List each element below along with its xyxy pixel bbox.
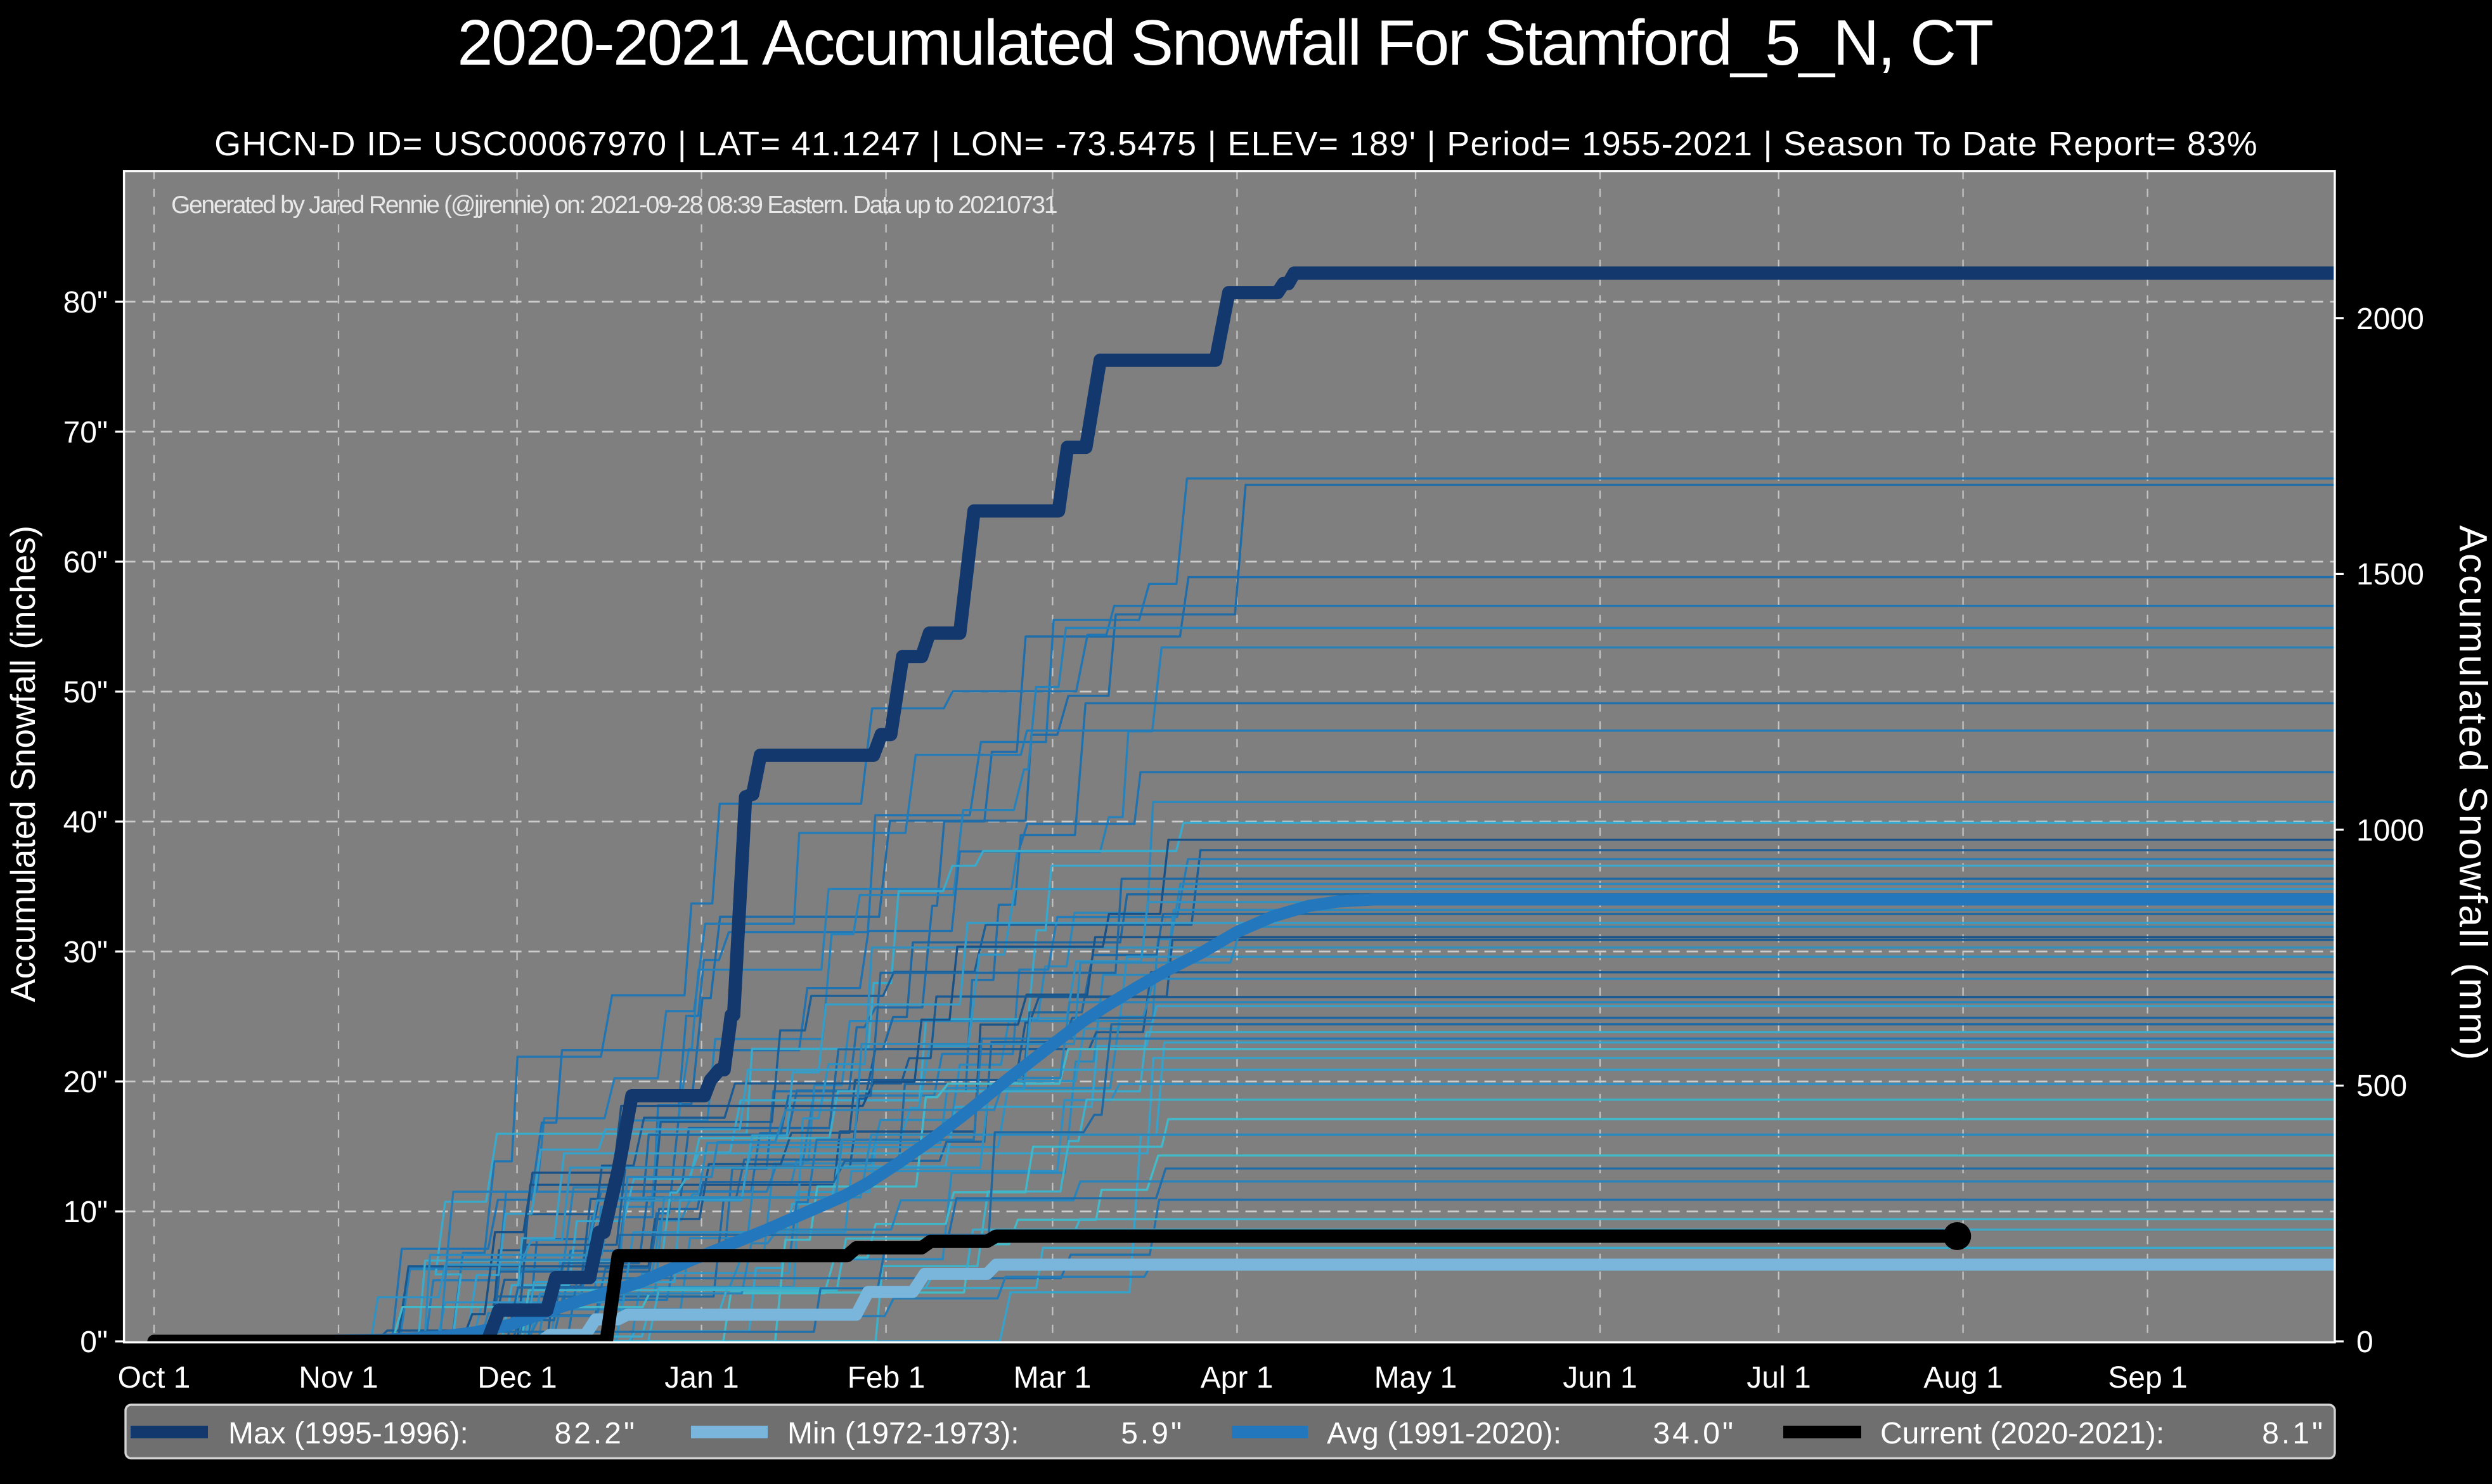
svg-text:GHCN-D ID= USC00067970 | LAT=: GHCN-D ID= USC00067970 | LAT= 41.1247 | … bbox=[214, 125, 2258, 163]
svg-text:Jul 1: Jul 1 bbox=[1746, 1361, 1811, 1395]
svg-text:Accumulated Snowfall (mm): Accumulated Snowfall (mm) bbox=[2451, 526, 2492, 1062]
svg-text:34.0": 34.0" bbox=[1653, 1417, 1736, 1450]
svg-text:Nov 1: Nov 1 bbox=[299, 1361, 378, 1395]
svg-text:1000: 1000 bbox=[2356, 814, 2424, 848]
svg-text:20": 20" bbox=[63, 1066, 108, 1099]
svg-text:Jan 1: Jan 1 bbox=[664, 1361, 739, 1395]
svg-text:Sep 1: Sep 1 bbox=[2108, 1361, 2187, 1395]
svg-text:60": 60" bbox=[63, 546, 108, 579]
svg-text:0": 0" bbox=[80, 1326, 108, 1359]
svg-text:Aug 1: Aug 1 bbox=[1923, 1361, 2003, 1395]
svg-text:Max (1995-1996):: Max (1995-1996): bbox=[228, 1417, 468, 1450]
svg-text:Min (1972-1973):: Min (1972-1973): bbox=[787, 1417, 1019, 1450]
svg-text:Apr 1: Apr 1 bbox=[1201, 1361, 1274, 1395]
svg-text:500: 500 bbox=[2356, 1069, 2407, 1103]
svg-text:Dec 1: Dec 1 bbox=[477, 1361, 557, 1395]
svg-text:70": 70" bbox=[63, 416, 108, 449]
svg-text:Current (2020-2021):: Current (2020-2021): bbox=[1880, 1417, 2164, 1450]
svg-text:8.1": 8.1" bbox=[2262, 1417, 2325, 1450]
svg-text:80": 80" bbox=[63, 286, 108, 319]
svg-text:Accumulated Snowfall (inches): Accumulated Snowfall (inches) bbox=[3, 526, 42, 1002]
svg-text:0: 0 bbox=[2356, 1326, 2373, 1359]
svg-text:2020-2021 Accumulated Snowfall: 2020-2021 Accumulated Snowfall For Stamf… bbox=[457, 8, 1992, 79]
svg-text:50": 50" bbox=[63, 676, 108, 709]
svg-text:Feb 1: Feb 1 bbox=[848, 1361, 926, 1395]
svg-text:30": 30" bbox=[63, 936, 108, 969]
svg-text:10": 10" bbox=[63, 1196, 108, 1229]
svg-text:Generated by Jared Rennie (@jj: Generated by Jared Rennie (@jjrennie) on… bbox=[171, 191, 1057, 219]
svg-text:5.9": 5.9" bbox=[1121, 1417, 1184, 1450]
svg-text:Oct 1: Oct 1 bbox=[118, 1361, 191, 1395]
svg-text:82.2": 82.2" bbox=[555, 1417, 637, 1450]
svg-text:Jun 1: Jun 1 bbox=[1563, 1361, 1637, 1395]
svg-text:May 1: May 1 bbox=[1374, 1361, 1457, 1395]
svg-text:2000: 2000 bbox=[2356, 302, 2424, 336]
svg-text:Mar 1: Mar 1 bbox=[1014, 1361, 1092, 1395]
svg-text:40": 40" bbox=[63, 806, 108, 839]
svg-text:1500: 1500 bbox=[2356, 558, 2424, 591]
svg-text:Avg (1991-2020):: Avg (1991-2020): bbox=[1327, 1417, 1561, 1450]
